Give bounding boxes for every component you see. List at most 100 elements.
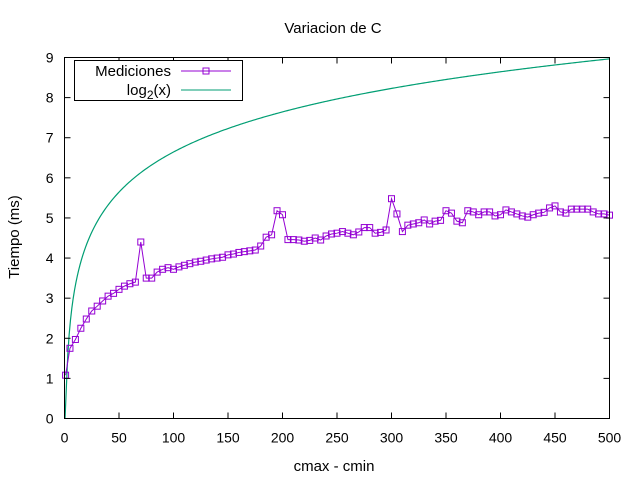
data-point-mediciones [388,195,395,203]
data-point-mediciones [257,242,265,250]
data-point-mediciones [486,208,494,216]
data-point-mediciones [398,228,406,236]
data-point-mediciones [464,207,472,215]
data-point-mediciones [246,247,254,255]
data-point-mediciones [524,213,532,221]
data-point-mediciones [235,248,243,256]
data-point-mediciones [480,208,488,216]
data-point-mediciones [431,217,439,225]
x-tick-label: 350 [434,430,458,446]
data-point-mediciones [338,228,346,236]
data-point-mediciones [328,230,336,238]
x-tick-label: 200 [271,430,295,446]
plot-frame [64,57,610,419]
data-point-mediciones [131,278,139,286]
data-point-mediciones [453,217,461,225]
data-point-mediciones [371,229,379,237]
data-point-mediciones [306,236,314,244]
x-tick-label: 100 [162,430,186,446]
data-point-mediciones [202,256,210,264]
legend-label-mediciones: Mediciones [95,63,171,80]
data-point-mediciones [191,258,199,266]
legend-marker-mediciones [202,67,210,75]
axis-ticks: 0 50 100 150 200 250 300 350 400 450 500 0 1 2 3 4 5 6 7 8 9 [46,50,622,446]
data-point-mediciones [333,229,341,237]
data-point-mediciones [344,229,352,237]
data-point-mediciones [507,208,515,216]
data-point-mediciones [377,228,385,236]
y-tick-label: 8 [46,90,54,106]
legend-label-log2-arg: (x) [154,82,172,99]
x-tick-label: 0 [61,430,69,446]
y-tick-label: 0 [46,411,54,427]
data-point-mediciones [360,224,368,232]
series-line-log2 [64,58,610,419]
data-point-mediciones [404,221,412,229]
y-tick-label: 2 [46,330,54,346]
data-point-mediciones [224,251,232,259]
data-point-mediciones [82,315,90,323]
data-point-mediciones [317,236,325,244]
data-point-mediciones [447,209,455,217]
data-point-mediciones [175,263,183,271]
data-point-mediciones [284,236,292,244]
data-point-mediciones [409,220,417,228]
data-point-mediciones [578,205,586,213]
data-point-mediciones [170,265,177,273]
data-point-mediciones [159,265,167,273]
data-point-mediciones [497,211,504,219]
chart-title: Variacion de C [284,20,381,37]
data-point-mediciones [540,208,548,216]
data-point-mediciones [311,234,319,242]
data-point-mediciones [562,209,570,217]
y-axis-label: Tiempo (ms) [6,195,23,279]
data-point-mediciones [295,236,303,244]
data-point-mediciones [110,289,118,297]
data-point-mediciones [529,211,537,219]
data-point-mediciones [595,210,603,218]
data-point-mediciones [491,212,499,220]
data-point-mediciones [322,232,330,240]
data-point-mediciones [66,344,74,352]
data-point-mediciones [567,205,575,213]
x-tick-label: 500 [598,430,622,446]
data-point-mediciones [600,210,608,218]
data-point-mediciones [546,204,554,212]
y-tick-label: 9 [46,50,54,66]
y-tick-label: 5 [46,210,54,226]
x-tick-label: 50 [111,430,127,446]
data-point-mediciones [442,207,450,215]
data-point-mediciones [251,246,259,254]
data-point-mediciones [458,219,466,227]
data-point-mediciones [420,216,428,224]
data-point-mediciones [148,274,156,282]
data-point-mediciones [77,324,85,332]
y-tick-label: 6 [46,170,54,186]
data-point-mediciones [279,211,286,219]
data-point-mediciones [186,260,194,268]
data-point-mediciones [71,335,79,343]
data-point-mediciones [513,210,521,218]
data-point-mediciones [268,231,276,239]
data-point-mediciones [229,250,237,258]
y-tick-label: 3 [46,290,54,306]
data-point-mediciones [589,208,597,216]
legend-label-log2-sub: 2 [147,88,154,102]
data-point-mediciones [213,254,221,262]
data-point-mediciones [437,216,445,224]
data-point-mediciones [93,302,101,310]
data-point-mediciones [208,255,216,263]
data-point-mediciones [99,297,107,305]
x-tick-label: 300 [380,430,404,446]
data-point-mediciones [240,248,248,256]
y-tick-label: 1 [46,370,54,386]
legend-box [74,60,243,101]
data-point-mediciones [164,264,172,272]
data-point-mediciones [142,274,150,282]
data-point-mediciones [551,202,559,210]
plot-area [62,58,613,419]
data-point-mediciones [126,280,134,288]
data-point-mediciones [273,207,281,215]
data-point-mediciones [219,253,227,261]
data-point-mediciones [88,307,96,315]
